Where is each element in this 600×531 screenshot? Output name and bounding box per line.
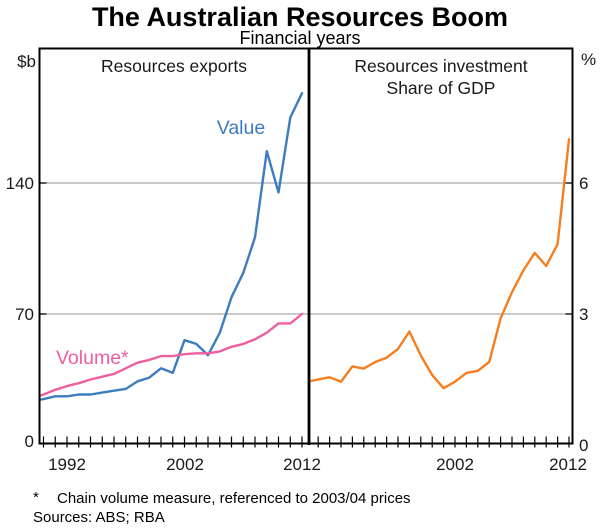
x-tick-1992-left: 1992 [48, 455, 86, 474]
left-panel-title: Resources exports [101, 56, 247, 76]
sources-text: Sources: ABS; RBA [33, 509, 165, 526]
right-panel-title: Resources investment [354, 56, 528, 76]
x-tick-2012-left: 2012 [283, 455, 321, 474]
chart-title: The Australian Resources Boom [91, 2, 509, 32]
x-tick-2002-left: 2002 [166, 455, 204, 474]
left-axis-unit-label: $b [17, 52, 36, 71]
value-series-label: Value [216, 117, 266, 139]
plot-frame [38, 47, 574, 445]
right-panel-subtitle: Share of GDP [386, 78, 496, 98]
right-axis-unit-label: % [581, 50, 597, 69]
resources-line [310, 138, 571, 390]
right-y-tick-0: 0 [579, 436, 589, 455]
right-y-tick-6: 6 [579, 174, 589, 193]
chart-subtitle: Financial years [239, 28, 361, 48]
x-tick-2002-right: 2002 [436, 455, 474, 474]
volume-series-label: Volume* [56, 347, 129, 369]
x-tick-2012-right: 2012 [549, 455, 587, 474]
left-y-tick-140: 140 [5, 174, 34, 193]
right-y-tick-3: 3 [579, 305, 589, 324]
footnote-text: Chain volume measure, referenced to 2003… [57, 490, 411, 507]
left-y-tick-0: 0 [24, 432, 34, 451]
volume*-line [40, 312, 304, 397]
left-y-tick-70: 70 [15, 305, 34, 324]
footnote-marker: * [33, 489, 39, 506]
value-line [40, 91, 304, 401]
